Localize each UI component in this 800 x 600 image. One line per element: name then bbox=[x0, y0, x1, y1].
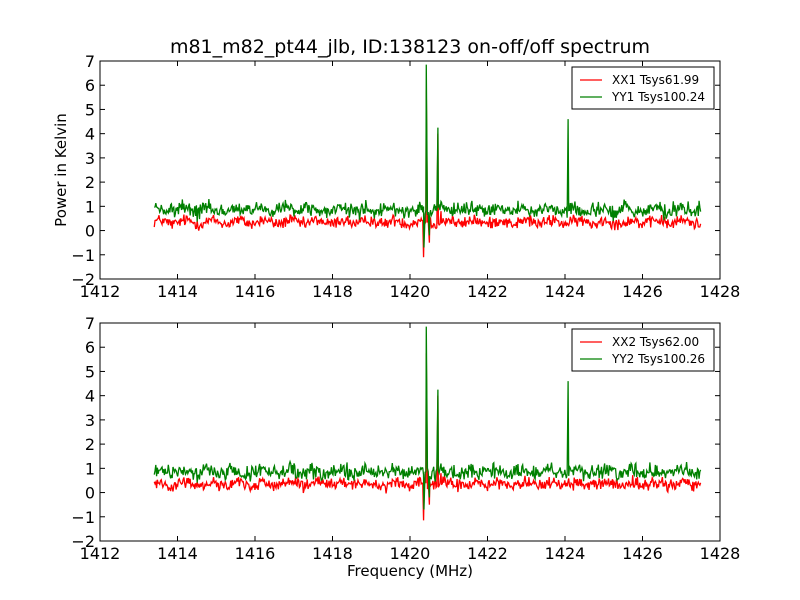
y-tick-label: 7 bbox=[85, 314, 95, 333]
figure-title: m81_m82_pt44_jlb, ID:138123 on-off/off s… bbox=[170, 36, 650, 58]
y-tick-label: 6 bbox=[85, 338, 95, 357]
x-tick-label: 1420 bbox=[390, 282, 431, 301]
x-tick-label: 1426 bbox=[622, 544, 663, 563]
y-tick-label: 4 bbox=[85, 387, 95, 406]
x-tick-label: 1418 bbox=[312, 544, 353, 563]
legend: XX2 Tsys62.00 YY2 Tsys100.26 bbox=[571, 328, 715, 372]
y-tick-label: 3 bbox=[85, 149, 95, 168]
legend: XX1 Tsys61.99 YY1 Tsys100.24 bbox=[571, 66, 715, 110]
x-tick-label: 1428 bbox=[700, 544, 741, 563]
top-spectrum-plot: 1412 1414 1416 1418 1420 1422 1424 1426 1428−2−1… bbox=[52, 52, 740, 301]
x-tick-label: 1416 bbox=[235, 282, 276, 301]
y-tick-label: 0 bbox=[85, 484, 95, 503]
x-tick-label: 1414 bbox=[157, 544, 198, 563]
legend-entry: YY2 Tsys100.26 bbox=[611, 352, 705, 366]
x-tick-label: 1420 bbox=[390, 544, 431, 563]
y-tick-label: −2 bbox=[71, 532, 95, 551]
legend-box bbox=[571, 328, 715, 372]
x-tick-label: 1412 bbox=[80, 544, 121, 563]
bottom-spectrum-plot: 1412 1414 1416 1418 1420 1422 1424 1426 1428−2−1… bbox=[71, 314, 740, 580]
series-line-xx2 bbox=[153, 353, 702, 521]
legend-box bbox=[571, 66, 715, 110]
y-tick-label: 7 bbox=[85, 52, 95, 71]
y-tick-label: 5 bbox=[85, 100, 95, 119]
series-line-xx1 bbox=[153, 90, 702, 258]
y-tick-label: 6 bbox=[85, 76, 95, 95]
y-tick-label: 1 bbox=[85, 197, 95, 216]
y-tick-label: 3 bbox=[85, 411, 95, 430]
legend-entry: YY1 Tsys100.24 bbox=[611, 90, 705, 104]
plot-area bbox=[153, 64, 702, 258]
y-tick-label: 2 bbox=[85, 435, 95, 454]
legend-entry: XX2 Tsys62.00 bbox=[612, 335, 699, 349]
y-axis-label: Power in Kelvin bbox=[52, 113, 70, 227]
x-tick-label: 1414 bbox=[157, 282, 198, 301]
y-tick-label: 5 bbox=[85, 362, 95, 381]
x-tick-label: 1424 bbox=[545, 282, 586, 301]
y-tick-label: 1 bbox=[85, 459, 95, 478]
y-tick-label: −1 bbox=[71, 508, 95, 527]
plot-area bbox=[153, 326, 702, 521]
x-tick-label: 1422 bbox=[467, 282, 508, 301]
x-tick-label: 1412 bbox=[80, 282, 121, 301]
x-tick-label: 1424 bbox=[545, 544, 586, 563]
legend-entry: XX1 Tsys61.99 bbox=[612, 73, 699, 87]
y-tick-label: 0 bbox=[85, 222, 95, 241]
x-axis-label: Frequency (MHz) bbox=[347, 562, 473, 580]
x-tick-label: 1428 bbox=[700, 282, 741, 301]
y-tick-label: −2 bbox=[71, 270, 95, 289]
series-line-yy2 bbox=[153, 326, 702, 510]
x-tick-label: 1416 bbox=[235, 544, 276, 563]
x-tick-label: 1418 bbox=[312, 282, 353, 301]
y-tick-label: 4 bbox=[85, 125, 95, 144]
series-line-yy1 bbox=[154, 64, 702, 248]
x-tick-label: 1426 bbox=[622, 282, 663, 301]
y-tick-label: 2 bbox=[85, 173, 95, 192]
x-tick-label: 1422 bbox=[467, 544, 508, 563]
y-tick-label: −1 bbox=[71, 246, 95, 265]
